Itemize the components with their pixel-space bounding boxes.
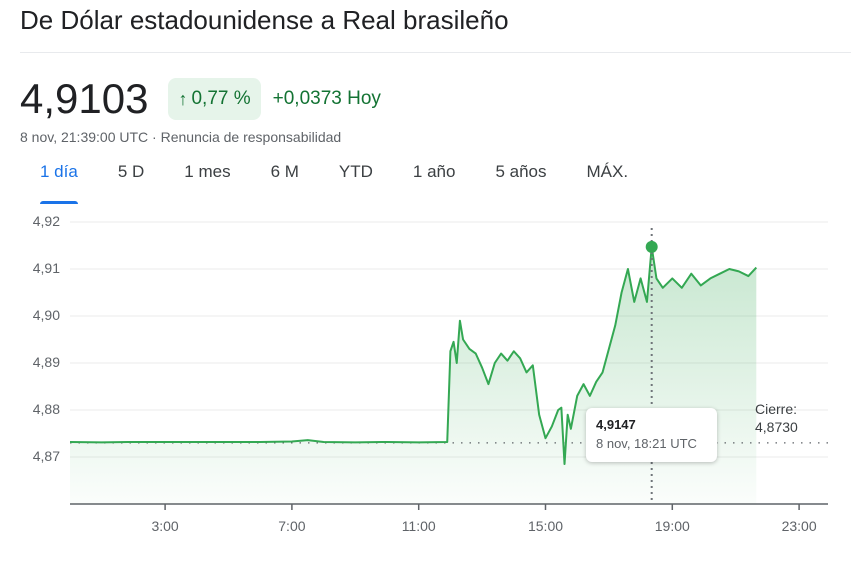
chart-plot[interactable] <box>0 200 851 561</box>
price-line <box>69 245 758 466</box>
y-tick-label: 4,89 <box>32 354 60 370</box>
change-absolute: +0,0373 Hoy <box>272 88 381 109</box>
y-tick-label: 4,88 <box>32 401 60 417</box>
y-tick-label: 4,91 <box>32 260 60 276</box>
x-tick-label: 7:00 <box>278 518 306 534</box>
x-tick-label: 11:00 <box>401 518 436 534</box>
tooltip-value: 4,9147 <box>596 417 636 432</box>
change-percent-badge: ↑ 0,77 % <box>168 78 261 120</box>
tooltip-time: 8 nov, 18:21 UTC <box>596 436 697 451</box>
y-tick-label: 4,90 <box>32 307 60 323</box>
title-divider <box>20 52 851 53</box>
tab-6-months[interactable]: 6 M <box>270 162 299 181</box>
tab-ytd[interactable]: YTD <box>338 162 373 181</box>
previous-close-title: Cierre: <box>755 401 798 417</box>
hover-point <box>645 240 658 253</box>
quote-subline: 8 nov, 21:39:00 UTC · Renuncia de respon… <box>20 129 341 145</box>
quote-timestamp: 8 nov, 21:39:00 UTC <box>20 129 149 145</box>
arrow-up-icon: ↑ <box>178 88 188 109</box>
previous-close-label: Cierre: 4,8730 <box>755 400 798 436</box>
tab-5-years[interactable]: 5 años <box>495 162 547 181</box>
tab-max[interactable]: MÁX. <box>586 162 629 181</box>
x-tick-label: 23:00 <box>781 518 817 534</box>
tab-1-day[interactable]: 1 día <box>20 160 98 204</box>
disclaimer-link[interactable]: Renuncia de responsabilidad <box>160 129 342 145</box>
y-tick-label: 4,92 <box>32 213 60 229</box>
change-percent: 0,77 % <box>191 88 251 109</box>
x-tick-label: 15:00 <box>527 518 564 534</box>
separator: · <box>152 129 157 145</box>
tab-1-month[interactable]: 1 mes <box>184 162 231 181</box>
hover-tooltip: 4,9147 8 nov, 18:21 UTC <box>586 408 717 462</box>
current-price: 4,9103 <box>20 75 149 122</box>
y-tick-label: 4,87 <box>32 448 60 464</box>
price-chart[interactable]: 4,87 4,88 4,89 4,90 4,91 4,92 3:00 7:00 11:00 15… <box>0 200 851 561</box>
tab-5-days[interactable]: 5 D <box>117 162 145 181</box>
area-fill <box>70 246 757 504</box>
page-title: De Dólar estadounidense a Real brasileño <box>20 5 509 35</box>
quote-row: 4,9103 ↑ 0,77 % +0,0373 Hoy <box>20 75 381 123</box>
previous-close-value: 4,8730 <box>755 419 798 435</box>
tab-1-year[interactable]: 1 año <box>412 162 456 181</box>
range-tabs: 1 día 5 D 1 mes 6 M YTD 1 año 5 años MÁX… <box>20 160 648 204</box>
x-tick-label: 3:00 <box>151 518 179 534</box>
x-tick-label: 19:00 <box>654 518 690 534</box>
